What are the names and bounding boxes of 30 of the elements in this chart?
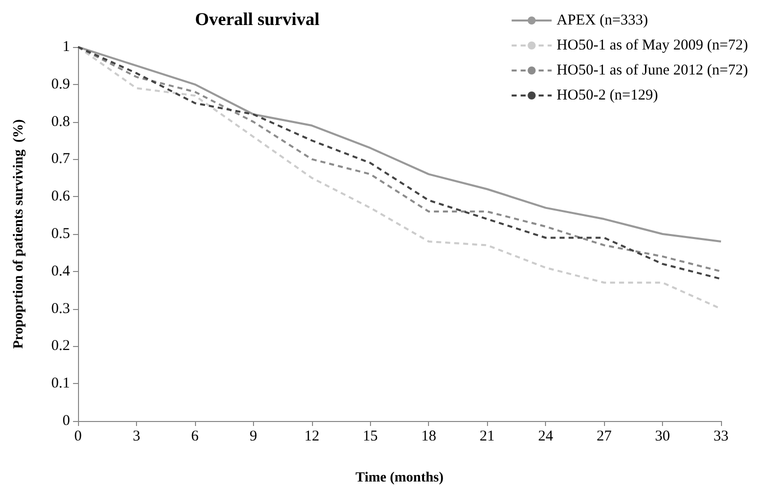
x-tick-label: 33 <box>714 428 728 444</box>
x-tick-label: 6 <box>191 428 200 444</box>
legend-label: HO50-1 as of May 2009 (n=72) <box>556 38 748 54</box>
x-tick-label: 3 <box>132 428 140 444</box>
chart-title: Overall survival <box>195 9 320 29</box>
y-tick-label: 0.2 <box>51 338 70 354</box>
y-tick-label: 0.3 <box>51 300 70 317</box>
y-axis-title: Propoprtion of patients surviving (%) <box>12 118 26 349</box>
y-tick-label: 1 <box>62 39 70 55</box>
y-tick-label: 0 <box>62 413 70 429</box>
x-axis-title: Time (months) <box>355 470 444 486</box>
y-tick-label: 0.5 <box>51 226 70 242</box>
legend-label: HO50-1 as of June 2012 (n=72) <box>556 62 748 78</box>
y-tick-label: 0.8 <box>51 114 70 130</box>
x-tick-label: 0 <box>74 428 82 444</box>
x-tick-label: 24 <box>538 428 554 444</box>
y-tick-label: 0.1 <box>51 376 70 392</box>
x-tick-label: 30 <box>655 428 670 444</box>
y-tick-label: 0.7 <box>51 151 70 168</box>
x-tick-label: 15 <box>362 428 378 444</box>
legend-label: HO50-2 (n=129) <box>556 88 658 104</box>
legend-label: APEX (n=333) <box>556 12 648 28</box>
x-tick-label: 27 <box>596 428 612 444</box>
x-tick-label: 18 <box>421 428 436 444</box>
x-tick-label: 12 <box>304 428 320 444</box>
x-tick-label: 21 <box>480 428 495 444</box>
x-tick-label: 9 <box>250 428 258 444</box>
y-tick-label: 0.4 <box>51 263 70 280</box>
y-tick-label: 0.9 <box>51 76 70 92</box>
y-tick-label: 0.6 <box>51 188 70 205</box>
